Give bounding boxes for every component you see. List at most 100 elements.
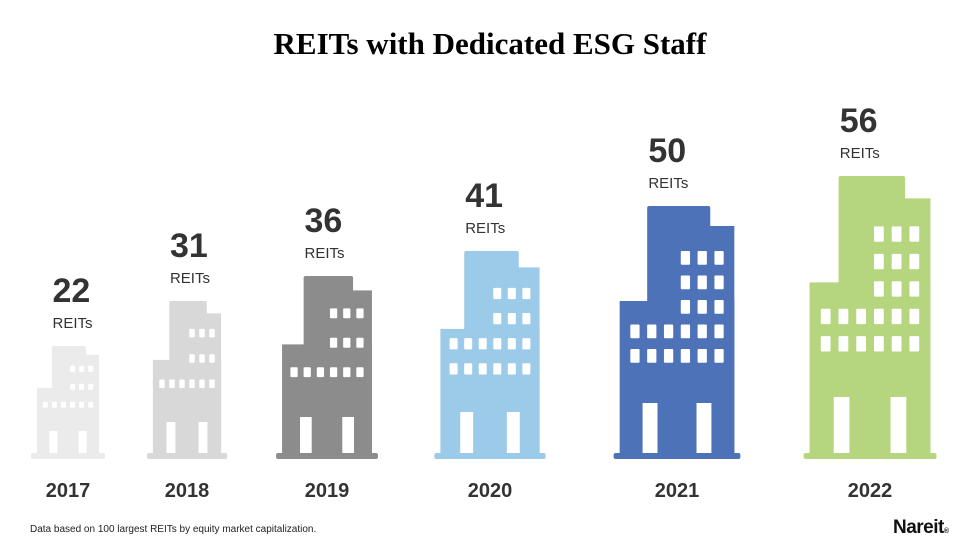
x-tick-label: 2020 xyxy=(468,480,513,502)
building-window xyxy=(493,338,502,350)
building-window xyxy=(507,338,516,350)
building-door xyxy=(342,417,354,453)
building-window xyxy=(356,337,364,348)
data-label-value: 36 xyxy=(305,202,343,240)
building-window xyxy=(891,253,902,270)
building-window xyxy=(79,401,85,408)
building-window xyxy=(680,349,691,363)
building-window xyxy=(697,324,707,339)
building-window xyxy=(909,336,920,352)
building-window xyxy=(697,251,707,265)
building-door xyxy=(78,431,87,453)
building-window xyxy=(680,324,691,339)
logo-text: Nareit xyxy=(893,517,944,538)
x-tick-label: 2019 xyxy=(305,480,350,502)
building-window xyxy=(522,313,531,325)
building-window xyxy=(303,367,311,378)
building-lower-block xyxy=(152,359,222,456)
building-window xyxy=(714,251,724,265)
data-label-value: 22 xyxy=(53,272,91,310)
building-window xyxy=(209,354,215,363)
building-window xyxy=(714,324,724,339)
building-window xyxy=(891,336,902,352)
data-label-unit: REITs xyxy=(465,220,505,237)
logo-registered-mark: ® xyxy=(943,528,949,535)
building-window xyxy=(189,379,195,389)
building-door xyxy=(166,422,176,453)
building-window xyxy=(697,275,707,290)
building-window xyxy=(697,349,707,363)
building-window xyxy=(329,367,338,378)
building-window xyxy=(464,338,473,350)
building-door xyxy=(642,403,658,453)
data-label-value: 56 xyxy=(840,102,878,140)
building-window xyxy=(70,383,76,390)
building-window xyxy=(714,349,724,363)
building-window xyxy=(179,379,185,389)
building-window xyxy=(873,226,884,242)
building-window xyxy=(79,383,85,390)
building-door xyxy=(300,417,312,453)
building-window xyxy=(838,336,849,352)
building-door xyxy=(49,431,58,453)
x-tick-label: 2017 xyxy=(46,480,91,502)
building-window xyxy=(714,275,724,290)
building-window xyxy=(199,354,205,363)
building-door xyxy=(890,397,907,453)
building-window xyxy=(51,401,57,408)
data-label-unit: REITs xyxy=(840,145,880,162)
building-lower-block xyxy=(282,344,372,456)
building-window xyxy=(464,363,473,375)
building-window xyxy=(88,365,94,372)
building-window xyxy=(891,226,902,242)
data-label-unit: REITs xyxy=(170,270,210,287)
building-window xyxy=(680,275,691,290)
building-window xyxy=(478,363,487,375)
building-window xyxy=(630,349,640,363)
building-window xyxy=(159,379,165,389)
building-door xyxy=(833,397,850,453)
building-window xyxy=(663,349,674,363)
building-window xyxy=(909,226,920,242)
building-window xyxy=(493,363,502,375)
building-door xyxy=(506,412,520,453)
building-window xyxy=(42,401,48,408)
building-window xyxy=(189,354,195,363)
building-door xyxy=(696,403,712,453)
data-label-unit: REITs xyxy=(53,315,93,332)
footnote: Data based on 100 largest REITs by equit… xyxy=(30,524,317,535)
building-window xyxy=(909,281,920,297)
building-lower-block xyxy=(619,301,735,456)
building-window xyxy=(630,324,640,339)
building-window xyxy=(70,365,76,372)
x-tick-label: 2018 xyxy=(165,480,210,502)
building-window xyxy=(88,383,94,390)
building-window xyxy=(507,287,516,300)
building-window xyxy=(60,401,66,408)
building-window xyxy=(873,281,884,297)
building-window xyxy=(88,401,94,408)
building-window xyxy=(449,363,458,375)
building-window xyxy=(856,308,867,325)
building-window xyxy=(70,401,76,408)
building-window xyxy=(647,349,657,363)
building-window xyxy=(169,379,175,389)
x-tick-label: 2022 xyxy=(848,480,893,502)
building-window xyxy=(209,379,215,389)
building-window xyxy=(343,308,351,319)
building-window xyxy=(680,300,691,314)
building-window xyxy=(909,253,920,270)
data-label-value: 50 xyxy=(648,132,686,170)
building-window xyxy=(343,337,351,348)
building-door xyxy=(198,422,208,453)
building-window xyxy=(820,336,831,352)
building-window xyxy=(856,336,867,352)
building-window xyxy=(356,367,364,378)
building-lower-block xyxy=(37,387,99,456)
building-window xyxy=(909,308,920,325)
building-window xyxy=(891,281,902,297)
x-tick-label: 2021 xyxy=(655,480,700,502)
building-window xyxy=(189,328,195,338)
building-window xyxy=(697,300,707,314)
